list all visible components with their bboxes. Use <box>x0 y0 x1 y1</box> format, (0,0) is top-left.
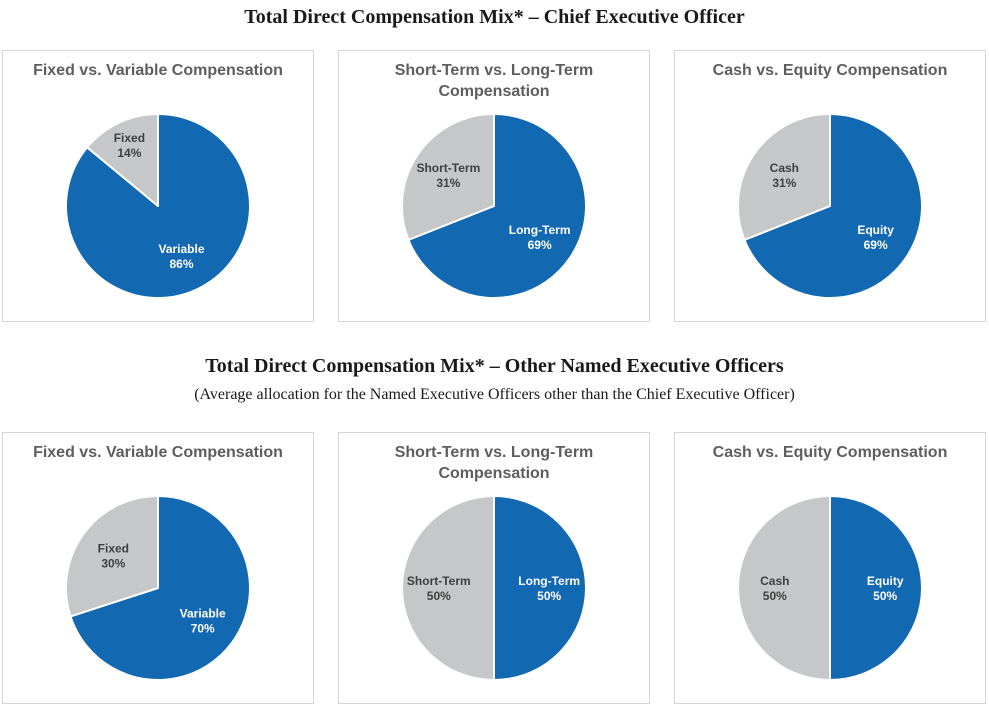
chart-title-short-long-neo: Short-Term vs. Long-Term Compensation <box>394 444 594 483</box>
pie-slice-cash <box>737 113 831 241</box>
pie-chart-short-long-neo: Long-Term 50% Short-Term 50% <box>401 495 587 682</box>
chart-title-short-long-ceo: Short-Term vs. Long-Term Compensation <box>394 62 594 100</box>
slice-label-short-term: Short-Term 50% <box>407 574 471 603</box>
pie-slice-equity <box>829 495 923 682</box>
section-subtitle-neo: (Average allocation for the Named Execut… <box>194 386 795 403</box>
chart-panel-fixed-variable-ceo: Fixed vs. Variable Compensation Variable… <box>2 50 314 322</box>
slice-label-equity: Equity 50% <box>867 574 904 603</box>
pie-slice-long-term <box>493 495 587 682</box>
slice-label-cash: Cash 31% <box>770 161 799 190</box>
slice-label-long-term: Long-Term 69% <box>509 223 571 252</box>
chart-panel-short-long-ceo: Short-Term vs. Long-Term Compensation Lo… <box>338 50 650 322</box>
chart-row-ceo: Fixed vs. Variable Compensation Variable… <box>0 50 989 322</box>
chart-row-neo: Fixed vs. Variable Compensation Variable… <box>0 432 989 705</box>
pie-slice-fixed <box>86 113 159 207</box>
pie-chart-short-long-ceo: Long-Term 69% Short-Term 31% <box>401 113 587 299</box>
slice-label-cash: Cash 50% <box>760 574 789 603</box>
chart-title-fixed-variable-ceo: Fixed vs. Variable Compensation <box>33 62 283 79</box>
chart-panel-short-long-neo: Short-Term vs. Long-Term Compensation Lo… <box>338 432 650 705</box>
chart-title-cash-equity-ceo: Cash vs. Equity Compensation <box>712 62 948 79</box>
pie-slice-variable <box>69 495 251 682</box>
pie-slice-fixed <box>65 495 159 618</box>
pie-chart-fixed-variable-ceo: Variable 86% Fixed 14% <box>65 113 251 299</box>
chart-title-cash-equity-neo: Cash vs. Equity Compensation <box>712 444 948 462</box>
chart-panel-fixed-variable-neo: Fixed vs. Variable Compensation Variable… <box>2 432 314 705</box>
pie-slice-variable <box>65 113 251 299</box>
slice-label-equity: Equity 69% <box>857 223 894 252</box>
pie-slice-cash <box>737 495 831 682</box>
section-title-ceo: Total Direct Compensation Mix* – Chief E… <box>244 6 745 28</box>
slice-label-fixed: Fixed 14% <box>114 131 145 160</box>
pie-slice-short-term <box>401 495 495 682</box>
slice-label-fixed: Fixed 30% <box>98 542 129 571</box>
pie-chart-cash-equity-neo: Equity 50% Cash 50% <box>737 495 923 682</box>
pie-slice-equity <box>743 113 923 299</box>
pie-chart-fixed-variable-neo: Variable 70% Fixed 30% <box>65 495 251 682</box>
slice-label-long-term: Long-Term 50% <box>518 574 580 603</box>
section-title-neo: Total Direct Compensation Mix* – Other N… <box>205 355 784 377</box>
pie-chart-cash-equity-ceo: Equity 69% Cash 31% <box>737 113 923 299</box>
section-ceo: Total Direct Compensation Mix* – Chief E… <box>0 0 989 322</box>
pie-slice-long-term <box>407 113 587 299</box>
section-neo: Total Direct Compensation Mix* – Other N… <box>0 322 989 705</box>
chart-panel-cash-equity-ceo: Cash vs. Equity Compensation Equity 69% Ca… <box>674 50 986 322</box>
chart-panel-cash-equity-neo: Cash vs. Equity Compensation Equity 50% Ca… <box>674 432 986 705</box>
chart-title-fixed-variable-neo: Fixed vs. Variable Compensation <box>33 444 283 462</box>
pie-slice-short-term <box>401 113 495 241</box>
slice-label-variable: Variable 86% <box>158 242 204 271</box>
slice-label-short-term: Short-Term 31% <box>416 161 480 190</box>
slice-label-variable: Variable 70% <box>180 607 226 636</box>
